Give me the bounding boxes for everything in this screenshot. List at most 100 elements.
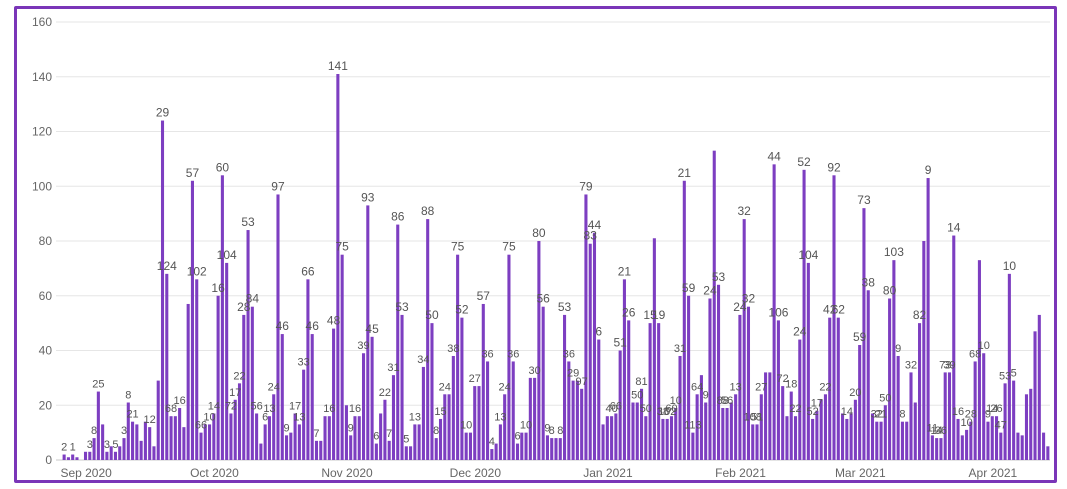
data-label: 7: [313, 428, 319, 440]
bar: [708, 298, 712, 460]
data-label: 42: [823, 303, 837, 317]
bar: [1024, 394, 1029, 460]
bar: [126, 402, 130, 460]
bar: [853, 399, 857, 460]
data-label: 40: [605, 403, 617, 415]
bar: [618, 350, 622, 460]
bar: [494, 443, 498, 460]
bar: [622, 279, 626, 460]
bar: [734, 394, 738, 460]
bar: [533, 377, 537, 461]
data-label: 44: [588, 218, 602, 232]
bar: [888, 298, 892, 460]
data-label: 57: [186, 166, 200, 180]
bar: [866, 290, 870, 460]
bar: [977, 260, 981, 460]
data-label: 31: [387, 362, 399, 374]
bar: [160, 120, 165, 461]
data-label: 21: [618, 264, 632, 278]
bar: [960, 435, 964, 460]
bar: [447, 394, 451, 460]
bar: [772, 164, 776, 460]
bar: [417, 424, 421, 460]
data-label: 103: [884, 245, 904, 259]
bar: [776, 320, 780, 460]
bar: [841, 413, 845, 460]
bar: [870, 413, 875, 460]
data-label: 36: [563, 348, 575, 360]
bar: [905, 421, 909, 460]
bar: [605, 416, 609, 460]
bar: [92, 438, 96, 460]
bar: [768, 372, 772, 460]
bar: [229, 413, 233, 460]
bar: [75, 457, 79, 460]
data-label: 8: [899, 409, 905, 421]
data-label: 60: [216, 160, 230, 174]
data-label: 9: [348, 422, 354, 434]
data-label: 38: [862, 275, 876, 289]
y-tick-label: 20: [39, 398, 53, 412]
data-label: 30: [528, 365, 540, 377]
bar: [657, 323, 661, 461]
data-label: 11: [927, 422, 938, 434]
data-label: 108: [744, 411, 762, 423]
bar: [173, 416, 177, 460]
bar: [511, 361, 515, 460]
data-label: 8: [557, 425, 563, 437]
bar: [819, 399, 823, 460]
bar: [793, 416, 798, 460]
data-label: 97: [576, 376, 588, 388]
bar: [704, 402, 708, 460]
x-axis-ticks: Sep 2020 Oct 2020 Nov 2020 Dec 2020 Jan 2021…: [60, 466, 1017, 480]
bar: [302, 369, 306, 460]
bar: [721, 407, 725, 460]
bar: [400, 314, 404, 460]
bar: [327, 416, 331, 460]
data-label: 9: [895, 343, 901, 355]
data-label: 141: [328, 59, 348, 73]
data-label: 48: [327, 314, 341, 328]
data-label: 66: [301, 264, 315, 278]
data-label: 8: [91, 425, 97, 437]
data-label: 64: [691, 381, 703, 393]
data-label: 9: [544, 422, 550, 434]
data-label: 75: [451, 240, 465, 254]
data-label: 1: [70, 442, 76, 454]
data-label: 9: [985, 409, 991, 421]
bar: [699, 375, 703, 460]
data-label: 14: [841, 406, 853, 418]
data-label: 92: [827, 160, 841, 174]
data-label: 73: [939, 359, 951, 371]
data-label: 10: [203, 411, 215, 423]
bar: [678, 355, 682, 460]
data-label: 15: [643, 308, 657, 322]
bar: [952, 235, 956, 460]
data-label: 56: [721, 395, 733, 407]
data-label: 53: [241, 215, 255, 229]
bar: [293, 413, 297, 460]
bar: [601, 424, 605, 460]
bar: [208, 424, 212, 460]
bar: [443, 394, 447, 460]
data-label: 124: [157, 259, 177, 273]
data-label: 53: [712, 270, 726, 284]
bar: [751, 424, 755, 460]
data-label: 28: [965, 409, 977, 421]
bar: [614, 413, 618, 460]
data-label: 50: [425, 308, 439, 322]
data-label: 28: [237, 300, 251, 314]
data-label: 59: [682, 281, 696, 295]
data-label: 44: [767, 149, 781, 163]
bar: [789, 391, 793, 460]
data-label: 7: [386, 428, 392, 440]
data-label: 34: [417, 354, 429, 366]
data-label: 47: [995, 420, 1007, 432]
data-label: 3: [104, 439, 110, 451]
bar: [648, 323, 652, 461]
data-label: 52: [797, 155, 811, 169]
data-label: 10: [460, 420, 472, 432]
bar: [567, 361, 571, 460]
data-label: 53: [558, 300, 572, 314]
bar: [845, 418, 849, 460]
